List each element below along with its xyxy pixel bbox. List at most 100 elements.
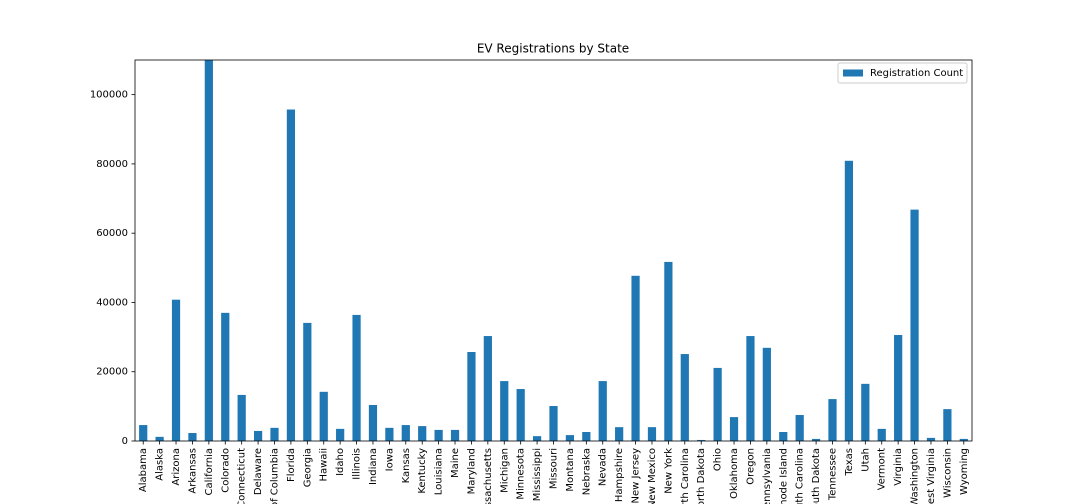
x-tick-label: Wyoming xyxy=(959,448,970,495)
bar xyxy=(926,437,936,441)
bar xyxy=(253,430,263,441)
bar xyxy=(894,335,903,441)
chart-title: EV Registrations by State xyxy=(477,42,629,56)
x-tick-label: North Carolina xyxy=(680,448,691,504)
x-tick-label: Oregon xyxy=(745,448,756,485)
bar xyxy=(664,261,673,441)
legend-label: Registration Count xyxy=(870,68,963,79)
bar xyxy=(844,160,854,441)
bar xyxy=(729,417,739,441)
y-tick-label: 20000 xyxy=(96,367,128,378)
x-tick-label: Iowa xyxy=(384,448,395,471)
legend-swatch xyxy=(843,69,863,77)
bar xyxy=(811,438,821,441)
bar xyxy=(582,431,591,441)
x-tick-label: Wisconsin xyxy=(942,448,953,498)
x-tick-label: Idaho xyxy=(335,448,346,476)
x-tick-label: Alaska xyxy=(155,448,166,481)
bar xyxy=(959,438,968,441)
x-tick-label: Montana xyxy=(565,448,576,492)
x-tick-label: Arkansas xyxy=(187,448,198,494)
bar xyxy=(598,381,607,441)
x-tick-label: North Dakota xyxy=(696,448,707,504)
bar xyxy=(828,399,837,441)
bar xyxy=(877,428,886,441)
x-tick-label: Delaware xyxy=(253,448,264,495)
x-tick-label: New Jersey xyxy=(631,448,642,504)
x-tick-label: Indiana xyxy=(368,448,379,485)
bar xyxy=(910,209,919,441)
bar xyxy=(467,351,476,441)
x-tick-label: California xyxy=(204,448,215,496)
x-tick-label: Massachusetts xyxy=(483,448,494,504)
x-tick-label: Vermont xyxy=(877,448,888,490)
bar xyxy=(303,322,312,441)
y-tick-label: 60000 xyxy=(96,228,128,239)
x-tick-label: Maryland xyxy=(466,448,477,494)
bar xyxy=(532,436,542,441)
x-tick-label: Connecticut xyxy=(237,448,248,504)
x-tick-label: Nevada xyxy=(598,448,609,486)
y-tick-label: 80000 xyxy=(96,159,128,170)
bar xyxy=(483,336,492,441)
y-tick-label: 0 xyxy=(122,436,128,447)
bar xyxy=(139,425,148,441)
x-tick-label: South Carolina xyxy=(795,448,806,504)
x-tick-label: Missouri xyxy=(549,448,560,489)
x-tick-label: Colorado xyxy=(220,448,231,493)
x-tick-label: Louisiana xyxy=(434,448,445,495)
bar xyxy=(368,404,378,441)
y-tick-label: 40000 xyxy=(96,297,128,308)
bar xyxy=(795,415,804,441)
bar xyxy=(746,336,755,441)
x-tick-label: Florida xyxy=(286,448,297,482)
bar xyxy=(336,428,345,441)
bar xyxy=(500,381,509,441)
legend-box xyxy=(837,62,968,84)
x-tick-label: Texas xyxy=(844,448,855,477)
bar xyxy=(286,109,296,441)
bar xyxy=(647,427,657,441)
bar xyxy=(680,354,689,441)
bar xyxy=(237,394,246,441)
x-tick-label: Arizona xyxy=(171,448,182,486)
bar xyxy=(204,60,213,441)
bar xyxy=(270,427,279,441)
bar xyxy=(155,436,164,441)
x-tick-label: Tennessee xyxy=(828,448,839,501)
bar xyxy=(385,427,394,441)
bar xyxy=(450,429,460,441)
bar xyxy=(861,383,870,441)
bar xyxy=(434,429,443,441)
x-tick-label: Michigan xyxy=(499,448,510,493)
bar xyxy=(565,435,575,441)
x-tick-label: Maine xyxy=(450,448,461,478)
bars xyxy=(139,60,968,441)
bar xyxy=(401,425,410,441)
x-tick-label: Utah xyxy=(860,448,871,472)
bar xyxy=(188,433,197,441)
bar xyxy=(221,312,230,441)
x-tick-label: Ohio xyxy=(713,448,724,471)
bar xyxy=(549,406,558,441)
x-tick-label: Mississippi xyxy=(532,448,543,501)
bar xyxy=(319,391,328,441)
bar xyxy=(631,275,640,441)
x-tick-label: Virginia xyxy=(893,448,904,486)
bar xyxy=(171,299,181,441)
x-tick-label: District of Columbia xyxy=(270,448,281,504)
bar xyxy=(516,389,525,441)
x-tick-label: Oklahoma xyxy=(729,448,740,499)
x-tick-label: New Mexico xyxy=(647,448,658,504)
bar xyxy=(762,347,771,441)
x-tick-label: Kentucky xyxy=(417,448,428,494)
x-tick-label: Illinois xyxy=(352,448,363,480)
x-tick-label: West Virginia xyxy=(926,448,937,504)
x-tick-label: New Hampshire xyxy=(614,448,625,504)
bar xyxy=(697,439,706,441)
x-tick-label: South Dakota xyxy=(811,448,822,504)
bar xyxy=(779,431,788,441)
bar xyxy=(713,367,722,441)
x-tick-label: Nebraska xyxy=(581,448,592,495)
